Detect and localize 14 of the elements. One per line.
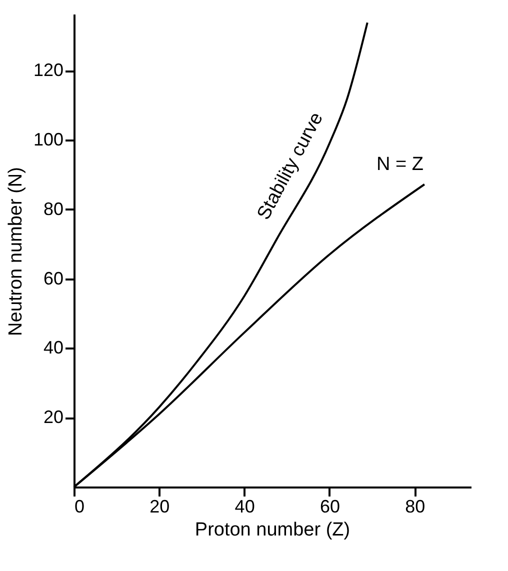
x-tick-label: 20 [150, 496, 170, 516]
y-tick-label: 40 [43, 338, 64, 358]
y-tick-label: 20 [43, 407, 64, 428]
x-tick-label: 0 [74, 496, 85, 516]
y-tick-label: 120 [33, 60, 64, 80]
y-tick-label: 100 [33, 129, 64, 150]
x-tick-label: 40 [234, 496, 255, 516]
x-tick-label: 60 [320, 496, 340, 516]
x-axis-title: Proton number (Z) [194, 520, 350, 540]
y-axis-title: Neutron number (N) [5, 167, 26, 336]
annotation: N = Z [376, 154, 424, 175]
y-tick-label: 60 [43, 268, 64, 288]
y-tick-label: 80 [43, 198, 64, 219]
x-tick-label: 80 [405, 496, 426, 516]
